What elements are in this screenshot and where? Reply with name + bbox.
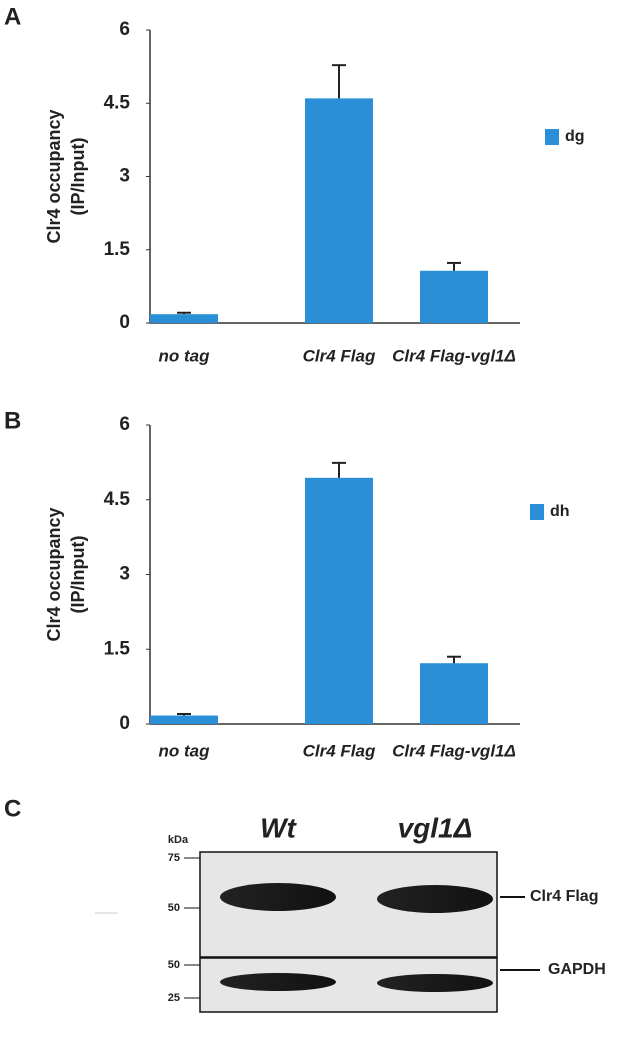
y-tick-label: 0 (119, 713, 130, 734)
y-axis-label: (IP/Input) (68, 536, 88, 614)
bar (150, 715, 218, 724)
y-axis-label: Clr4 occupancy (44, 507, 64, 641)
y-tick-label: 4.5 (104, 489, 131, 510)
bar (420, 270, 488, 323)
bar (150, 314, 218, 323)
y-tick-label: 1.5 (104, 638, 131, 659)
protein-label: GAPDH (548, 961, 606, 978)
marker-label: 25 (168, 992, 180, 1004)
marker-label: 50 (168, 959, 180, 971)
y-axis-label: Clr4 occupancy (44, 109, 64, 243)
marker-label: 75 (168, 852, 180, 864)
y-tick-label: 1.5 (104, 239, 131, 260)
y-tick-label: 3 (119, 166, 130, 187)
x-tick-label: Clr4 Flag (303, 741, 376, 760)
error-bar (177, 311, 191, 315)
y-tick-label: 6 (119, 19, 130, 40)
y-axis-label: (IP/Input) (68, 138, 88, 216)
error-bar (447, 261, 461, 271)
blot-band (377, 974, 493, 992)
blot-band (377, 885, 493, 913)
panel-label: B (4, 407, 21, 434)
error-bar (332, 461, 346, 478)
x-tick-label: no tag (159, 741, 211, 760)
protein-label: Clr4 Flag (530, 888, 598, 905)
bar (420, 663, 488, 724)
lane-label: vgl1Δ (398, 812, 473, 843)
y-tick-label: 6 (119, 414, 130, 435)
error-bar (332, 64, 346, 99)
y-tick-label: 4.5 (104, 92, 131, 113)
x-tick-label: Clr4 Flag (303, 346, 376, 365)
y-tick-label: 3 (119, 564, 130, 585)
unit-label: kDa (168, 834, 189, 846)
x-tick-label: Clr4 Flag-vgl1Δ (392, 741, 516, 760)
legend-label: dh (550, 503, 570, 520)
legend-swatch (545, 129, 559, 145)
blot-band (220, 883, 336, 911)
lane-label: Wt (260, 812, 297, 843)
legend-swatch (530, 504, 544, 520)
bar (305, 477, 373, 724)
bar (305, 98, 373, 323)
y-tick-label: 0 (119, 312, 130, 333)
x-tick-label: no tag (159, 346, 211, 365)
panel-label: A (4, 3, 21, 30)
x-tick-label: Clr4 Flag-vgl1Δ (392, 346, 516, 365)
panel-label: C (4, 795, 21, 822)
error-bar (177, 713, 191, 716)
marker-label: 50 (168, 902, 180, 914)
legend-label: dg (565, 128, 585, 145)
blot-band (220, 973, 336, 991)
error-bar (447, 655, 461, 664)
